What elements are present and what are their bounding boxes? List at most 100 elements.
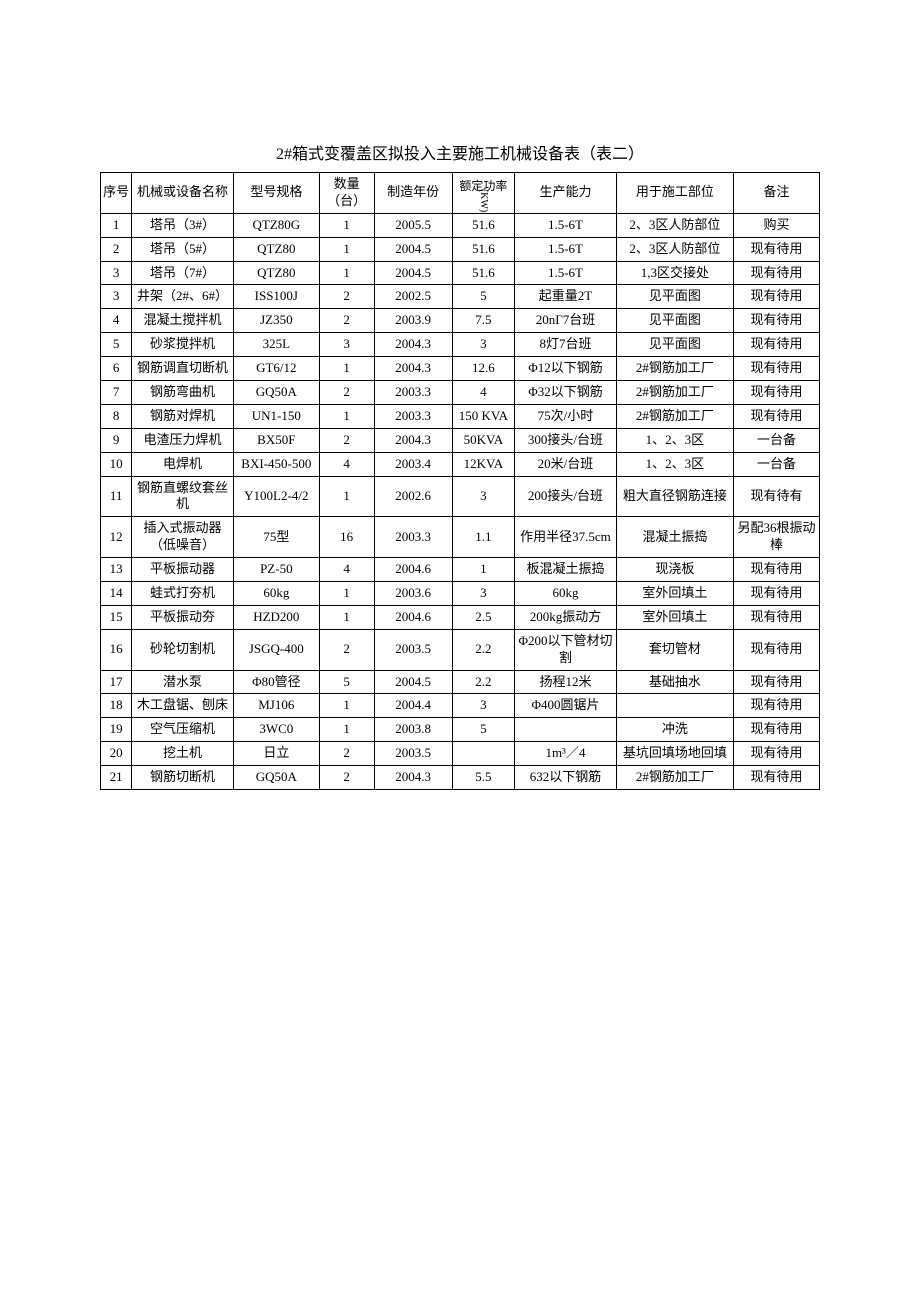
cell-year: 2004.3 bbox=[374, 333, 452, 357]
cell-location: 1,3区交接处 bbox=[616, 261, 733, 285]
cell-year: 2004.5 bbox=[374, 670, 452, 694]
cell-remark: 现有待有 bbox=[733, 476, 819, 517]
cell-seq: 21 bbox=[101, 766, 132, 790]
cell-name: 塔吊（7#） bbox=[132, 261, 234, 285]
cell-name: 井架（2#、6#） bbox=[132, 285, 234, 309]
cell-capacity: 1.5-6T bbox=[515, 261, 617, 285]
cell-capacity: 扬程12米 bbox=[515, 670, 617, 694]
cell-capacity: Φ200以下管材切割 bbox=[515, 629, 617, 670]
cell-location: 2#钢筋加工厂 bbox=[616, 766, 733, 790]
cell-power: 7.5 bbox=[452, 309, 515, 333]
cell-year: 2004.3 bbox=[374, 428, 452, 452]
cell-location: 基坑回填场地回填 bbox=[616, 742, 733, 766]
cell-model: HZD200 bbox=[233, 605, 319, 629]
cell-qty: 2 bbox=[319, 381, 374, 405]
cell-location: 1、2、3区 bbox=[616, 452, 733, 476]
cell-remark: 一台备 bbox=[733, 428, 819, 452]
cell-model: 60kg bbox=[233, 582, 319, 606]
cell-location: 基础抽水 bbox=[616, 670, 733, 694]
cell-remark: 现有待用 bbox=[733, 237, 819, 261]
cell-seq: 19 bbox=[101, 718, 132, 742]
table-row: 3塔吊（7#）QTZ8012004.551.61.5-6T1,3区交接处现有待用 bbox=[101, 261, 820, 285]
cell-qty: 2 bbox=[319, 285, 374, 309]
table-row: 20挖土机日立22003.51m³／4基坑回填场地回填现有待用 bbox=[101, 742, 820, 766]
cell-power: 2.2 bbox=[452, 670, 515, 694]
cell-seq: 9 bbox=[101, 428, 132, 452]
cell-remark: 现有待用 bbox=[733, 285, 819, 309]
cell-name: 潜水泵 bbox=[132, 670, 234, 694]
cell-power: 4 bbox=[452, 381, 515, 405]
cell-location: 粗大直径钢筋连接 bbox=[616, 476, 733, 517]
cell-power: 12KVA bbox=[452, 452, 515, 476]
cell-capacity: 632以下钢筋 bbox=[515, 766, 617, 790]
cell-remark: 现有待用 bbox=[733, 718, 819, 742]
cell-name: 钢筋对焊机 bbox=[132, 404, 234, 428]
cell-model: 日立 bbox=[233, 742, 319, 766]
cell-year: 2003.6 bbox=[374, 582, 452, 606]
cell-model: UN1-150 bbox=[233, 404, 319, 428]
table-row: 16砂轮切割机JSGQ-40022003.52.2Φ200以下管材切割套切管材现… bbox=[101, 629, 820, 670]
cell-qty: 1 bbox=[319, 261, 374, 285]
cell-power: 3 bbox=[452, 694, 515, 718]
cell-year: 2004.5 bbox=[374, 261, 452, 285]
cell-capacity: Φ12以下钢筋 bbox=[515, 357, 617, 381]
cell-power: 2.2 bbox=[452, 629, 515, 670]
cell-qty: 16 bbox=[319, 517, 374, 558]
cell-seq: 13 bbox=[101, 558, 132, 582]
cell-location: 套切管材 bbox=[616, 629, 733, 670]
cell-name: 混凝土搅拌机 bbox=[132, 309, 234, 333]
cell-model: BXI-450-500 bbox=[233, 452, 319, 476]
cell-name: 钢筋调直切断机 bbox=[132, 357, 234, 381]
cell-power bbox=[452, 742, 515, 766]
table-body: 1塔吊（3#）QTZ80G12005.551.61.5-6T2、3区人防部位购买… bbox=[101, 213, 820, 789]
table-row: 3井架（2#、6#）ISS100J22002.55起重量2T见平面图现有待用 bbox=[101, 285, 820, 309]
cell-qty: 2 bbox=[319, 629, 374, 670]
cell-capacity: 75次/小时 bbox=[515, 404, 617, 428]
header-model: 型号规格 bbox=[233, 173, 319, 214]
cell-capacity: 300接头/台班 bbox=[515, 428, 617, 452]
cell-remark: 现有待用 bbox=[733, 333, 819, 357]
cell-name: 塔吊（5#） bbox=[132, 237, 234, 261]
header-remark: 备注 bbox=[733, 173, 819, 214]
cell-power: 51.6 bbox=[452, 213, 515, 237]
cell-model: QTZ80 bbox=[233, 261, 319, 285]
table-row: 21钢筋切断机GQ50A22004.35.5632以下钢筋2#钢筋加工厂现有待用 bbox=[101, 766, 820, 790]
cell-capacity: 1.5-6T bbox=[515, 237, 617, 261]
header-name: 机械或设备名称 bbox=[132, 173, 234, 214]
cell-name: 钢筋切断机 bbox=[132, 766, 234, 790]
cell-power: 3 bbox=[452, 476, 515, 517]
cell-seq: 15 bbox=[101, 605, 132, 629]
cell-seq: 4 bbox=[101, 309, 132, 333]
cell-power: 12.6 bbox=[452, 357, 515, 381]
cell-model: PZ-50 bbox=[233, 558, 319, 582]
cell-year: 2004.4 bbox=[374, 694, 452, 718]
cell-year: 2003.5 bbox=[374, 629, 452, 670]
cell-remark: 现有待用 bbox=[733, 404, 819, 428]
cell-power: 5 bbox=[452, 718, 515, 742]
cell-name: 插入式振动器（低噪音） bbox=[132, 517, 234, 558]
table-row: 8钢筋对焊机UN1-15012003.3150 KVA75次/小时2#钢筋加工厂… bbox=[101, 404, 820, 428]
cell-qty: 4 bbox=[319, 452, 374, 476]
cell-qty: 2 bbox=[319, 766, 374, 790]
table-row: 5砂浆搅拌机325L32004.338灯7台班见平面图现有待用 bbox=[101, 333, 820, 357]
cell-power: 2.5 bbox=[452, 605, 515, 629]
cell-model: JSGQ-400 bbox=[233, 629, 319, 670]
cell-power: 1.1 bbox=[452, 517, 515, 558]
cell-power: 5.5 bbox=[452, 766, 515, 790]
table-row: 11钢筋直螺纹套丝机Y100L2-4/212002.63200接头/台班粗大直径… bbox=[101, 476, 820, 517]
cell-seq: 5 bbox=[101, 333, 132, 357]
cell-location bbox=[616, 694, 733, 718]
cell-year: 2003.8 bbox=[374, 718, 452, 742]
cell-year: 2005.5 bbox=[374, 213, 452, 237]
cell-location: 见平面图 bbox=[616, 333, 733, 357]
cell-qty: 2 bbox=[319, 428, 374, 452]
cell-model: BX50F bbox=[233, 428, 319, 452]
cell-qty: 1 bbox=[319, 404, 374, 428]
cell-capacity: 200kg振动方 bbox=[515, 605, 617, 629]
cell-name: 蛙式打夯机 bbox=[132, 582, 234, 606]
cell-year: 2003.4 bbox=[374, 452, 452, 476]
cell-year: 2003.3 bbox=[374, 381, 452, 405]
cell-remark: 一台备 bbox=[733, 452, 819, 476]
cell-capacity: 20nГ7台班 bbox=[515, 309, 617, 333]
cell-remark: 现有待用 bbox=[733, 742, 819, 766]
